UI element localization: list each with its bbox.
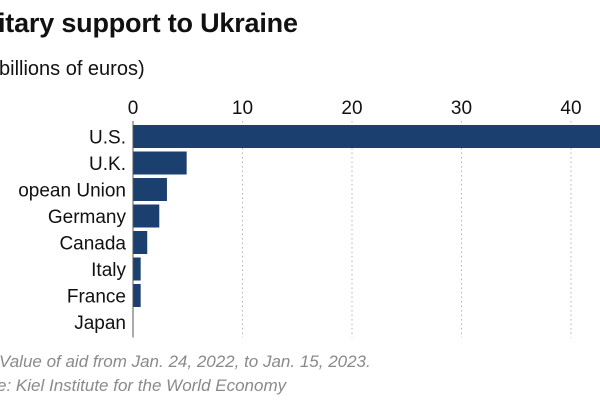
- bar-canada: [133, 231, 148, 254]
- x-tick-label: 20: [341, 98, 362, 119]
- bar-france: [133, 284, 141, 307]
- category-label: France: [67, 287, 126, 308]
- bar-u-s: [133, 125, 600, 148]
- category-labels: U.S. U.K. opean Union Germany Canada Italy Fra…: [18, 128, 126, 335]
- chart-subtitle: billions of euros): [0, 58, 145, 80]
- category-label: U.S.: [89, 128, 126, 149]
- chart-title: itary support to Ukraine: [0, 8, 298, 38]
- x-tick-label: 0: [128, 98, 139, 119]
- category-label: Canada: [59, 234, 126, 255]
- bars: [133, 125, 600, 307]
- category-label: Germany: [48, 207, 127, 228]
- x-tick-label: 30: [451, 98, 472, 119]
- x-axis-ticks: 0 10 20 30 40: [128, 98, 582, 119]
- chart-note: Value of aid from Jan. 24, 2022, to Jan.…: [0, 352, 371, 371]
- grid-lines: [242, 121, 572, 338]
- x-tick-label: 40: [560, 98, 581, 119]
- category-label: U.K.: [89, 154, 126, 175]
- bar-u-k: [133, 151, 187, 175]
- bar-germany: [133, 204, 160, 228]
- bar-chart: 0 10 20 30 40 U.S. U.K. opean Union Germany Cana…: [18, 98, 600, 338]
- category-label: Italy: [91, 260, 126, 281]
- chart-source: e: Kiel Institute for the World Economy: [0, 376, 287, 395]
- category-label: opean Union: [18, 181, 126, 202]
- category-label: Japan: [74, 313, 126, 334]
- bar-italy: [133, 257, 141, 281]
- x-tick-label: 10: [232, 98, 253, 119]
- bar-opean-union: [133, 178, 167, 201]
